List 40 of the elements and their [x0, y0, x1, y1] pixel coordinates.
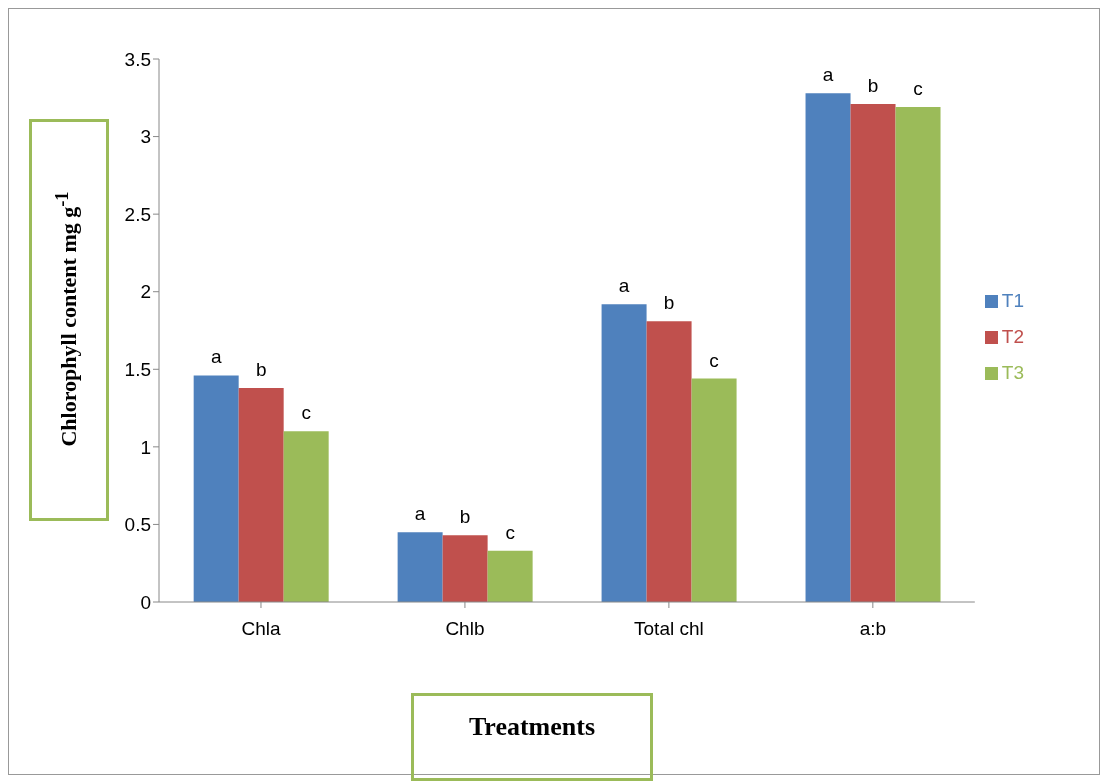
- data-label: b: [867, 74, 879, 96]
- data-label: a: [210, 346, 222, 368]
- x-tick-label: a:b: [859, 618, 887, 640]
- data-label: c: [913, 78, 923, 100]
- bar: [442, 535, 488, 602]
- x-tick-label: Chlb: [445, 618, 485, 640]
- x-axis-title: Treatments: [468, 712, 596, 742]
- bar: [238, 387, 284, 602]
- y-tick-label: 3.5: [124, 48, 151, 70]
- data-label: c: [505, 521, 515, 543]
- y-tick-label: 1.5: [124, 359, 151, 381]
- bar: [397, 532, 443, 602]
- legend-label: T1: [1001, 289, 1024, 311]
- legend-label: T3: [1001, 361, 1024, 383]
- y-tick-label: 2.5: [124, 203, 151, 225]
- data-label: b: [663, 292, 675, 314]
- y-tick-label: 0: [140, 591, 151, 613]
- data-label: b: [255, 358, 267, 380]
- bar: [487, 550, 533, 602]
- bar: [193, 375, 239, 602]
- data-label: a: [822, 64, 834, 86]
- data-label: b: [459, 506, 471, 528]
- y-tick-label: 0.5: [124, 514, 151, 536]
- y-tick-label: 2: [140, 281, 151, 303]
- legend-label: T2: [1001, 325, 1024, 347]
- data-label: c: [301, 402, 311, 424]
- data-label: a: [414, 503, 426, 525]
- data-label: c: [709, 349, 719, 371]
- bar: [646, 321, 692, 602]
- bar: [805, 93, 851, 602]
- x-tick-label: Total chl: [634, 618, 704, 640]
- x-tick-label: Chla: [241, 618, 281, 640]
- bar: [283, 431, 329, 602]
- bar: [601, 304, 647, 602]
- bar: [850, 103, 896, 602]
- bar: [895, 107, 941, 602]
- data-label: a: [618, 275, 630, 297]
- bar: [691, 378, 737, 602]
- y-tick-label: 3: [140, 126, 151, 148]
- y-tick-label: 1: [140, 436, 151, 458]
